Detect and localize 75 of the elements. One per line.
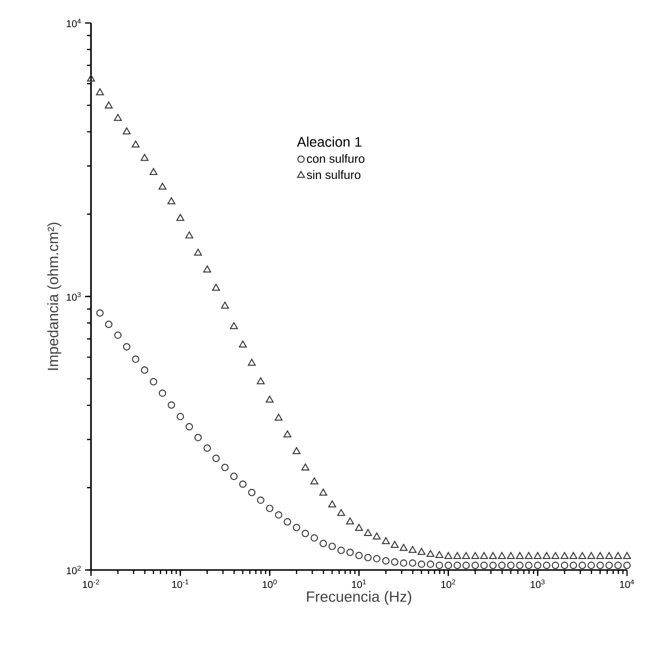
point (310, 534, 318, 542)
point (560, 562, 568, 570)
point (588, 562, 595, 570)
point (596, 562, 604, 570)
legend-label: con sulfuro (306, 154, 364, 163)
point (542, 562, 550, 570)
point (230, 472, 238, 480)
point (284, 518, 292, 526)
point (534, 562, 542, 570)
point (418, 560, 426, 568)
y-axis-title: Impedancia (ohm.cm²) (47, 222, 62, 370)
point (105, 320, 112, 328)
point (400, 559, 408, 567)
point (194, 434, 202, 442)
point (408, 559, 416, 567)
point (266, 504, 274, 512)
point (436, 562, 444, 570)
point (186, 423, 193, 430)
point (150, 378, 158, 386)
point (221, 464, 229, 472)
point (132, 355, 140, 363)
point (623, 562, 631, 570)
point (507, 562, 515, 570)
point (498, 562, 506, 570)
point (292, 524, 300, 532)
point (168, 401, 176, 409)
point (382, 557, 390, 565)
point (391, 558, 398, 566)
point (114, 332, 122, 339)
point (176, 412, 184, 420)
point (454, 562, 461, 570)
point (480, 562, 488, 570)
point (328, 542, 336, 550)
point (472, 562, 479, 570)
point (426, 560, 434, 568)
point (525, 562, 532, 570)
point (204, 444, 211, 452)
x-tick-label: 10$^{2}$ (441, 579, 456, 588)
point (140, 366, 148, 374)
y-tick-label: 10$^{2}$ (66, 566, 81, 574)
point (373, 554, 380, 562)
legend-title: Aleacion 1 (296, 136, 362, 147)
x-axis-title: Frecuencia (Hz) (307, 590, 412, 605)
point (123, 343, 130, 350)
x-tick-label: 10$^{0}$ (262, 579, 277, 588)
point (605, 562, 613, 570)
point (239, 480, 247, 488)
point (274, 511, 282, 519)
x-tick-label: 10$^{4}$ (620, 579, 634, 588)
x-tick-label: 10$^{3}$ (530, 579, 545, 588)
point (444, 562, 452, 570)
point (346, 548, 354, 556)
point (158, 390, 166, 397)
point (489, 562, 497, 570)
point (462, 562, 470, 570)
point (257, 496, 264, 504)
x-tick-label: 10$^{1}$ (352, 579, 366, 588)
point (364, 554, 372, 562)
y-tick-label: 10$^{3}$ (66, 292, 81, 301)
point (570, 562, 578, 570)
point (302, 530, 310, 538)
point (320, 540, 327, 548)
point (552, 562, 560, 570)
legend-label: sin sulfuro (306, 170, 360, 180)
x-tick-label: 10$^{-1}$ (172, 579, 188, 588)
point (212, 454, 220, 462)
point (337, 546, 345, 554)
y-tick-label: 10$^{4}$ (66, 18, 81, 28)
point (248, 488, 256, 496)
point (516, 562, 524, 570)
point (578, 562, 586, 570)
point (355, 552, 363, 560)
point (96, 309, 104, 317)
point (614, 562, 622, 570)
x-tick-label: 10$^{-2}$ (82, 579, 100, 588)
